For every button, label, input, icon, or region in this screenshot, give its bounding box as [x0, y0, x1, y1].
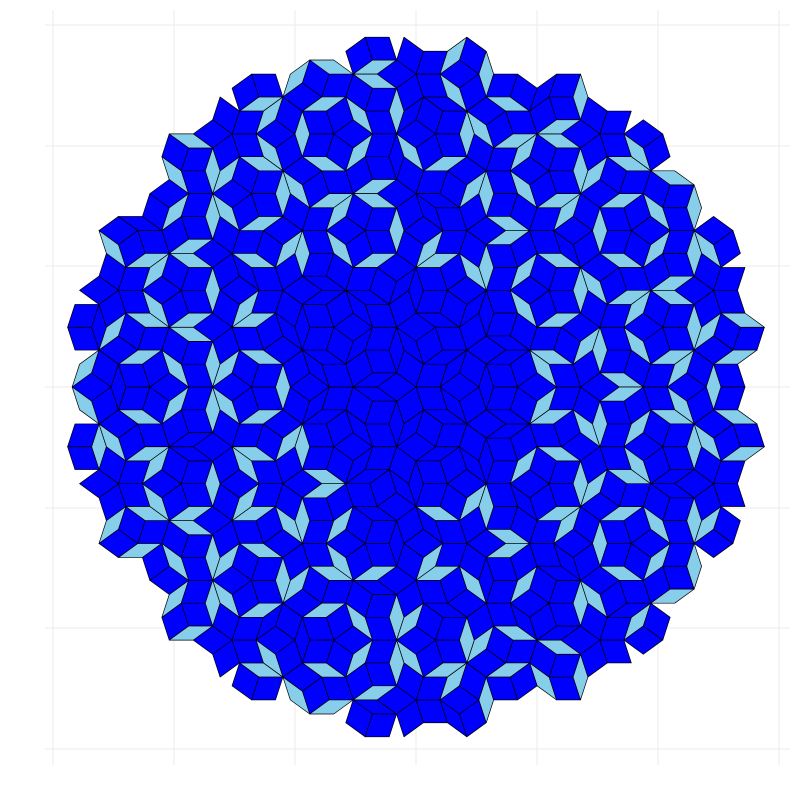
- thin-rhombus-tile: [309, 699, 354, 715]
- thin-rhombus-tile: [309, 59, 354, 75]
- thick-rhombus-tile: [251, 363, 284, 388]
- thick-rhombus-tile: [485, 676, 519, 701]
- thick-rhombus-tile: [623, 543, 652, 581]
- thick-rhombus-tile: [79, 469, 119, 499]
- thin-rhombus-tile: [301, 483, 347, 499]
- thick-rhombus-tile: [630, 216, 671, 246]
- thin-rhombus-tile: [686, 543, 702, 590]
- thin-rhombus-tile: [125, 253, 170, 268]
- thin-rhombus-tile: [282, 59, 311, 98]
- thick-rhombus-tile: [67, 446, 100, 470]
- thick-rhombus-tile: [212, 639, 240, 678]
- thin-rhombus-tile: [275, 557, 291, 604]
- thin-rhombus-tile: [301, 275, 347, 291]
- thin-rhombus-tile: [168, 625, 214, 641]
- thick-rhombus-tile: [529, 289, 557, 328]
- thin-rhombus-tile: [650, 170, 695, 186]
- thin-rhombus-tile: [71, 386, 100, 425]
- thin-rhombus-tile: [204, 580, 221, 627]
- thin-rhombus-tile: [650, 588, 695, 604]
- thin-rhombus-tile: [204, 147, 221, 194]
- thick-rhombus-tile: [364, 713, 397, 738]
- thin-rhombus-tile: [536, 506, 581, 521]
- thick-rhombus-tile: [67, 304, 100, 328]
- thin-rhombus-tile: [439, 699, 468, 738]
- thin-rhombus-tile: [720, 446, 765, 462]
- rhombus-tiles: [67, 36, 765, 738]
- thin-rhombus-tile: [282, 676, 311, 715]
- thin-rhombus-tile: [439, 73, 468, 112]
- thin-rhombus-tile: [693, 312, 722, 351]
- thick-rhombus-tile: [396, 36, 424, 75]
- thin-rhombus-tile: [536, 565, 581, 581]
- thin-rhombus-tile: [98, 506, 127, 544]
- thin-rhombus-tile: [212, 349, 240, 388]
- thin-rhombus-tile: [572, 73, 589, 121]
- thick-rhombus-tile: [509, 73, 538, 112]
- thin-rhombus-tile: [168, 133, 214, 149]
- thin-rhombus-tile: [168, 312, 214, 328]
- thin-rhombus-tile: [623, 289, 652, 328]
- thin-rhombus-tile: [275, 312, 303, 351]
- thick-rhombus-tile: [396, 699, 424, 738]
- thin-rhombus-tile: [572, 653, 589, 701]
- thin-rhombus-tile: [686, 184, 702, 231]
- thin-rhombus-tile: [396, 133, 424, 172]
- thin-rhombus-tile: [98, 230, 127, 268]
- thick-rhombus-tile: [345, 230, 373, 268]
- thick-rhombus-tile: [623, 625, 664, 655]
- thick-rhombus-tile: [345, 506, 373, 544]
- thick-rhombus-tile: [713, 230, 741, 268]
- thick-rhombus-tile: [142, 543, 170, 581]
- thick-rhombus-tile: [713, 506, 741, 544]
- thin-rhombus-tile: [536, 119, 581, 135]
- thin-rhombus-tile: [529, 349, 574, 365]
- thick-rhombus-tile: [599, 110, 632, 135]
- thick-rhombus-tile: [364, 36, 397, 61]
- thin-rhombus-tile: [478, 483, 495, 530]
- thin-rhombus-tile: [168, 446, 214, 462]
- thin-rhombus-tile: [623, 446, 652, 485]
- thick-rhombus-tile: [118, 363, 151, 388]
- thin-rhombus-tile: [275, 423, 303, 462]
- thin-rhombus-tile: [693, 423, 722, 462]
- thin-rhombus-tile: [439, 36, 468, 75]
- thin-rhombus-tile: [478, 244, 495, 291]
- thin-rhombus-tile: [572, 267, 589, 314]
- thin-rhombus-tile: [125, 506, 170, 521]
- thick-rhombus-tile: [301, 110, 335, 135]
- thin-rhombus-tile: [415, 230, 444, 268]
- thin-rhombus-tile: [439, 662, 468, 701]
- thin-rhombus-tile: [325, 543, 354, 581]
- thick-rhombus-tile: [301, 639, 335, 664]
- thick-rhombus-tile: [149, 179, 190, 209]
- thin-rhombus-tile: [325, 193, 354, 231]
- thin-rhombus-tile: [720, 312, 765, 328]
- thick-rhombus-tile: [212, 96, 240, 135]
- thick-rhombus-tile: [623, 119, 664, 149]
- thick-rhombus-tile: [79, 275, 119, 305]
- thin-rhombus-tile: [396, 602, 424, 641]
- thick-rhombus-tile: [713, 386, 746, 411]
- thin-rhombus-tile: [529, 409, 574, 425]
- thick-rhombus-tile: [231, 662, 260, 701]
- thin-rhombus-tile: [71, 349, 100, 388]
- thin-rhombus-tile: [275, 170, 291, 217]
- thin-rhombus-tile: [536, 193, 581, 209]
- thick-rhombus-tile: [509, 469, 550, 499]
- thick-rhombus-tile: [599, 639, 632, 664]
- thin-rhombus-tile: [536, 639, 581, 655]
- thick-rhombus-tile: [231, 73, 260, 112]
- thick-rhombus-tile: [713, 483, 746, 507]
- thin-rhombus-tile: [415, 506, 444, 544]
- thick-rhombus-tile: [713, 267, 746, 291]
